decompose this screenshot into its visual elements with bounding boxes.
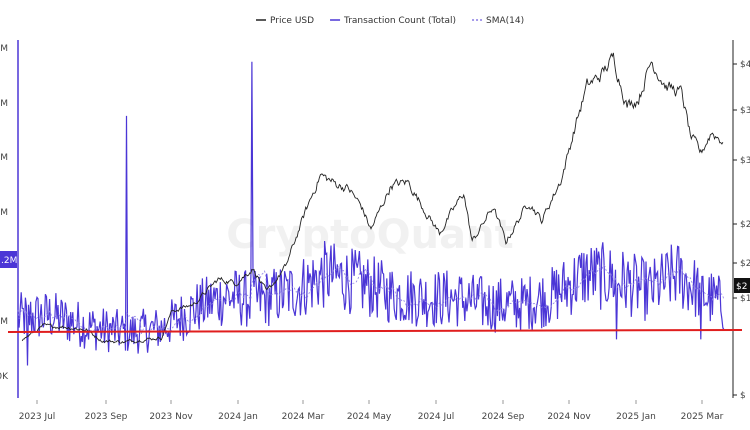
x-axis-tick: 2024 Jul [418, 412, 455, 422]
legend: Price USD Transaction Count (Total) SMA(14… [256, 16, 524, 26]
legend-item: Price USD [256, 16, 314, 26]
left-axis-tick: M [0, 153, 8, 163]
legend-label: Price USD [270, 16, 314, 26]
x-axis-tick: 2023 Sep [85, 412, 128, 422]
x-axis-tick: 2024 Sep [482, 412, 525, 422]
x-axis-tick: 2024 Jan [218, 412, 258, 422]
left-axis-tick: M [0, 99, 8, 109]
x-axis-tick: 2024 Mar [282, 412, 325, 422]
legend-label: SMA(14) [486, 16, 524, 26]
series-line-price-usd [21, 52, 724, 344]
right-axis-tick: $ [740, 391, 746, 401]
right-axis-badge: $2 [736, 282, 747, 292]
left-axis-tick: M [0, 317, 8, 327]
right-axis-tick: $3 [740, 156, 750, 166]
right-axis-tick: $4 [740, 60, 750, 70]
left-axis-tick: 0K [0, 372, 9, 382]
x-axis-tick: 2024 Nov [547, 412, 591, 422]
x-axis-tick: 2024 May [347, 412, 392, 422]
series-line-transaction-count [17, 61, 725, 366]
x-axis-tick: 2025 Mar [681, 412, 724, 422]
legend-label: Transaction Count (Total) [343, 16, 456, 26]
x-axis-tick: 2025 Jan [616, 412, 656, 422]
x-axis-tick: 2023 Nov [149, 412, 193, 422]
right-axis-tick: $2 [740, 220, 750, 230]
left-axis-badge: .2M [1, 256, 17, 266]
right-axis-tick: $3 [740, 106, 750, 116]
legend-item: Transaction Count (Total) [330, 16, 456, 26]
right-axis-tick: $1 [740, 294, 750, 304]
right-axis-tick: $2 [740, 259, 750, 269]
right-axis-badge-bg [734, 278, 750, 293]
legend-item: SMA(14) [472, 16, 524, 26]
left-axis-tick: M [0, 44, 8, 54]
x-axis-tick: 2023 Jul [19, 412, 56, 422]
left-axis-badge-bg [0, 251, 17, 268]
watermark: CryptoQuant [226, 212, 513, 258]
series-line-sma14 [17, 265, 725, 334]
left-axis-tick: M [0, 208, 8, 218]
reference-line [7, 329, 743, 333]
